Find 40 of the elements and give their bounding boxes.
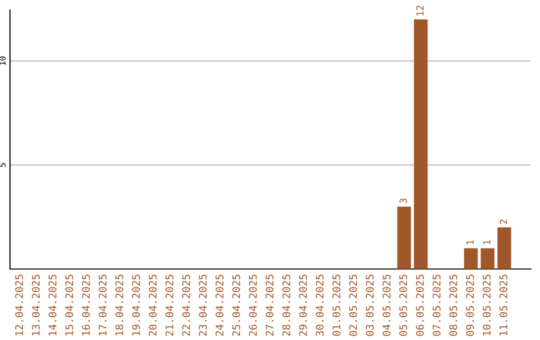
- x-tick-label: 01.05.2025: [332, 274, 340, 336]
- x-tick-label: 28.04.2025: [282, 274, 290, 336]
- x-tick-label: 05.05.2025: [399, 274, 408, 336]
- x-tick-label: 03.05.2025: [366, 274, 374, 336]
- x-tick-label: 26.04.2025: [248, 274, 257, 336]
- bar: [397, 206, 411, 269]
- bar: [480, 248, 494, 269]
- bar: [464, 248, 478, 269]
- data-label: 12: [416, 6, 424, 16]
- x-tick-label: 10.05.2025: [482, 274, 491, 336]
- x-tick-label: 23.04.2025: [198, 274, 207, 336]
- data-label: 2: [500, 220, 507, 224]
- x-tick-label: 09.05.2025: [466, 274, 474, 336]
- x-tick-label: 02.05.2025: [349, 274, 358, 336]
- data-label: 1: [466, 240, 474, 244]
- x-tick-label: 11.05.2025: [499, 274, 508, 336]
- x-tick-label: 29.04.2025: [299, 274, 307, 336]
- x-tick-label: 15.04.2025: [65, 274, 74, 336]
- x-tick-label: 27.04.2025: [266, 274, 274, 336]
- x-tick-label: 04.05.2025: [382, 274, 390, 336]
- x-tick-label: 21.04.2025: [165, 274, 174, 336]
- x-tick-label: 20.04.2025: [148, 274, 157, 336]
- bar: [497, 227, 512, 269]
- data-label: 3: [400, 198, 407, 204]
- x-tick-label: 22.04.2025: [182, 274, 190, 336]
- bar: [414, 19, 428, 269]
- x-tick-label: 17.04.2025: [98, 274, 107, 336]
- x-tick-label: 30.04.2025: [316, 274, 324, 336]
- x-tick-label: 25.04.2025: [232, 274, 240, 336]
- x-tick-label: 14.04.2025: [48, 274, 56, 336]
- x-tick-label: 08.05.2025: [449, 274, 458, 336]
- data-label: 1: [483, 240, 490, 244]
- x-tick-label: 16.04.2025: [82, 274, 90, 336]
- x-tick-label: 06.05.2025: [416, 274, 424, 336]
- x-tick-label: 13.04.2025: [32, 274, 40, 336]
- x-tick-label: 12.04.2025: [15, 274, 24, 336]
- x-tick-label: 19.04.2025: [132, 274, 140, 336]
- x-tick-label: 07.05.2025: [432, 274, 441, 336]
- x-tick-label: 24.04.2025: [216, 274, 224, 336]
- x-tick-label: 18.04.2025: [115, 274, 124, 336]
